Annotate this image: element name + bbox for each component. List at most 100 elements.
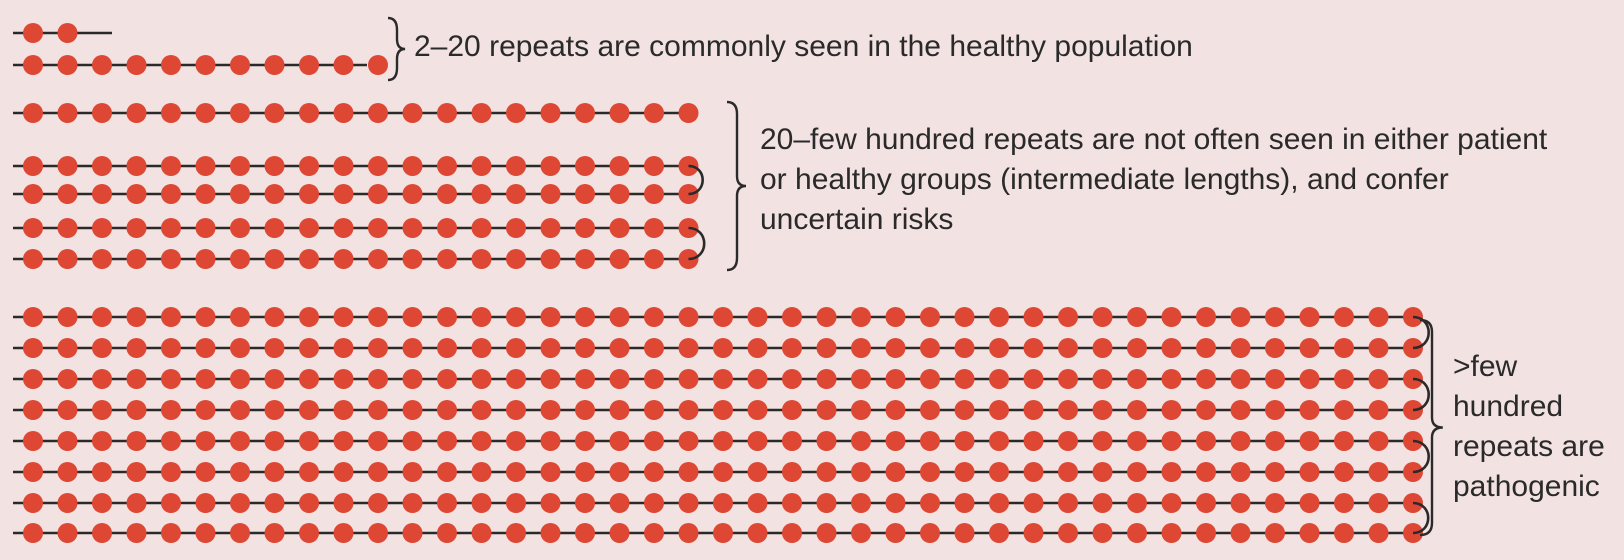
repeat-bead	[57, 462, 78, 482]
repeat-bead	[609, 103, 630, 123]
repeat-bead	[161, 493, 181, 513]
repeat-bead	[368, 338, 388, 358]
repeat-bead	[1127, 431, 1147, 451]
repeat-bead	[1230, 369, 1251, 389]
repeat-bead	[195, 218, 216, 238]
repeat-bead	[713, 523, 733, 543]
repeat-bead	[540, 103, 561, 123]
curly-brace	[726, 100, 747, 272]
repeat-bead	[678, 523, 699, 543]
repeat-bead	[609, 493, 630, 513]
repeat-bead	[368, 431, 388, 451]
repeat-bead	[1265, 338, 1285, 358]
repeat-bead	[23, 249, 43, 269]
repeat-bead	[678, 493, 699, 513]
repeat-bead	[126, 369, 147, 389]
repeat-bead	[540, 156, 561, 176]
repeat-bead	[437, 184, 457, 204]
repeat-bead	[402, 218, 423, 238]
repeat-bead	[1092, 523, 1113, 543]
repeat-bead	[333, 462, 354, 482]
repeat-bead	[782, 493, 802, 513]
repeat-bead	[299, 338, 319, 358]
repeat-bead	[264, 103, 285, 123]
repeat-bead	[333, 523, 354, 543]
repeat-bead	[471, 493, 492, 513]
repeat-bead	[23, 338, 43, 358]
repeat-bead	[195, 55, 216, 75]
repeat-bead	[368, 523, 388, 543]
repeat-bead	[885, 307, 906, 327]
repeat-bead	[333, 307, 354, 327]
repeat-bead	[851, 307, 871, 327]
repeat-bead	[954, 493, 975, 513]
repeat-bead	[402, 184, 423, 204]
repeat-bead	[230, 184, 250, 204]
repeat-bead	[851, 493, 871, 513]
repeat-bead	[264, 338, 285, 358]
repeat-bead	[747, 462, 768, 482]
repeat-bead	[920, 400, 940, 420]
repeat-bead	[1368, 307, 1389, 327]
repeat-bead	[1023, 307, 1044, 327]
repeat-bead	[1368, 431, 1389, 451]
repeat-bead	[161, 249, 181, 269]
repeat-bead	[402, 462, 423, 482]
repeat-bead	[126, 462, 147, 482]
repeat-bead	[333, 369, 354, 389]
repeat-bead	[747, 431, 768, 451]
label-line: 2–20 repeats are commonly seen in the he…	[414, 30, 1193, 63]
repeat-bead	[575, 338, 595, 358]
repeat-bead	[23, 218, 43, 238]
repeat-bead	[540, 431, 561, 451]
repeat-bead	[575, 400, 595, 420]
repeat-bead	[1368, 462, 1389, 482]
repeat-bead	[989, 493, 1009, 513]
repeat-bead	[816, 523, 837, 543]
repeat-bead	[851, 431, 871, 451]
repeat-bead	[299, 462, 319, 482]
repeat-bead	[230, 431, 250, 451]
repeat-bead	[920, 462, 940, 482]
repeat-bead	[368, 462, 388, 482]
repeat-bead	[471, 156, 492, 176]
repeat-bead	[264, 431, 285, 451]
repeat-bead	[402, 369, 423, 389]
repeat-bead	[644, 523, 664, 543]
repeat-bead	[1196, 307, 1216, 327]
repeat-bead	[195, 307, 216, 327]
repeat-bead	[368, 184, 388, 204]
repeat-bead	[1161, 523, 1182, 543]
strand-loop	[1412, 439, 1430, 474]
repeat-bead	[333, 400, 354, 420]
repeat-bead	[713, 307, 733, 327]
repeat-bead	[644, 156, 664, 176]
repeat-bead	[885, 462, 906, 482]
repeat-bead	[161, 184, 181, 204]
repeat-bead	[575, 462, 595, 482]
repeat-bead	[368, 307, 388, 327]
repeat-bead	[1368, 400, 1389, 420]
repeat-bead	[333, 55, 354, 75]
repeat-bead	[782, 523, 802, 543]
repeat-bead	[644, 103, 664, 123]
repeat-bead	[609, 369, 630, 389]
repeat-bead	[1127, 307, 1147, 327]
repeat-bead	[471, 400, 492, 420]
repeat-bead	[402, 338, 423, 358]
repeat-bead	[1334, 338, 1354, 358]
repeat-bead	[161, 400, 181, 420]
repeat-bead	[644, 493, 664, 513]
repeat-bead	[1023, 462, 1044, 482]
repeat-bead	[1092, 431, 1113, 451]
repeat-bead	[747, 523, 768, 543]
repeat-bead	[161, 523, 181, 543]
repeat-bead	[1334, 523, 1354, 543]
repeat-bead	[161, 462, 181, 482]
repeat-bead	[609, 249, 630, 269]
repeat-bead	[23, 400, 43, 420]
repeat-bead	[368, 400, 388, 420]
repeat-bead	[575, 103, 595, 123]
repeat-bead	[1058, 369, 1078, 389]
